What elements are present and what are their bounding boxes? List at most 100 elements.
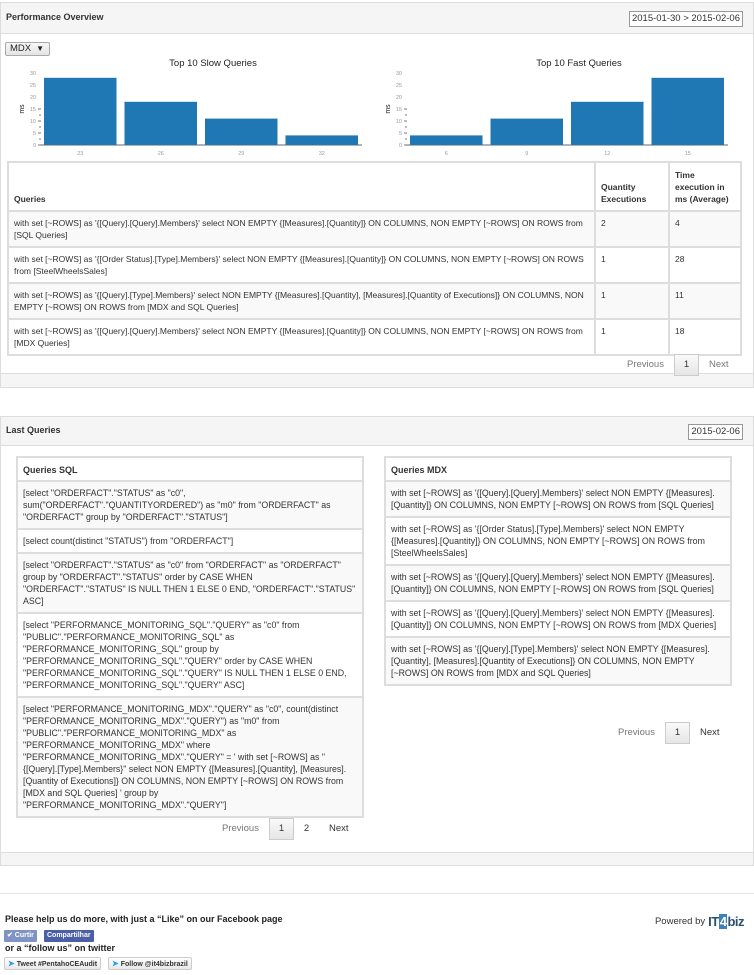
date-range-input[interactable]: 2015-01-30 > 2015-02-06 xyxy=(628,11,743,27)
time-cell: 18 xyxy=(668,318,742,356)
list-item: [select "PERFORMANCE_MONITORING_MDX"."QU… xyxy=(18,698,362,816)
time-cell: 28 xyxy=(668,246,742,284)
svg-text:0: 0 xyxy=(33,143,36,149)
svg-text:15: 15 xyxy=(685,151,691,157)
svg-text:32: 32 xyxy=(319,151,325,157)
date-input[interactable]: 2015-02-06 xyxy=(688,424,743,440)
slow-queries-chart: Top 10 Slow Queries 0 5 10 15 20 25 30 ms 23 26 29… xyxy=(18,58,368,158)
powered-by-text: Powered by xyxy=(654,916,706,927)
table-row: with set [~ROWS] as '{[Query].[Query].Me… xyxy=(7,210,742,248)
logo-four: 4 xyxy=(718,914,728,929)
twitter-help-text: or a “follow us” on twitter xyxy=(5,943,115,953)
quantity-cell: 1 xyxy=(594,246,670,284)
panel-title: Last Queries xyxy=(6,425,61,435)
select-value: MDX xyxy=(10,43,32,54)
page-1-button[interactable]: 1 xyxy=(664,722,690,744)
facebook-share-button[interactable]: Compartilhar xyxy=(44,930,94,942)
queries-sql-list: Queries SQL [select "ORDERFACT"."STATUS"… xyxy=(16,456,364,818)
list-item: with set [~ROWS] as '{[Order Status].[Ty… xyxy=(386,518,730,566)
svg-text:6: 6 xyxy=(445,151,448,157)
list-item: with set [~ROWS] as '{[Query].[Query].Me… xyxy=(386,566,730,602)
quantity-cell: 1 xyxy=(594,318,670,356)
chart-title: Top 10 Fast Queries xyxy=(536,58,622,69)
list-item: [select "PERFORMANCE_MONITORING_SQL"."QU… xyxy=(18,614,362,698)
previous-page-button[interactable]: Previous xyxy=(618,727,655,738)
next-page-button[interactable]: Next xyxy=(328,823,349,834)
quantity-cell: 2 xyxy=(594,210,670,248)
query-cell: with set [~ROWS] as '{[Query].[Query].Me… xyxy=(7,318,596,356)
column-header-quantity: Quantity Executions xyxy=(594,161,670,212)
svg-text:25: 25 xyxy=(396,83,402,89)
column-header-time: Time execution in ms (Average) xyxy=(668,161,742,212)
page-2-button[interactable]: 2 xyxy=(303,823,310,834)
queries-mdx-title: Queries MDX xyxy=(386,458,730,482)
previous-page-button[interactable]: Previous xyxy=(627,359,664,370)
query-cell: with set [~ROWS] as '{[Query].[Type].Mem… xyxy=(7,282,596,320)
svg-text:15: 15 xyxy=(30,107,36,113)
panel-footer-bar xyxy=(1,852,753,865)
time-cell: 11 xyxy=(668,282,742,320)
quantity-cell: 1 xyxy=(594,282,670,320)
svg-text:29: 29 xyxy=(238,151,244,157)
tweet-label: Tweet #PentahoCEAudit xyxy=(16,961,98,968)
svg-text:25: 25 xyxy=(30,83,36,89)
table-row: with set [~ROWS] as '{[Query].[Query].Me… xyxy=(7,318,742,356)
svg-text:23: 23 xyxy=(77,151,83,157)
query-cell: with set [~ROWS] as '{[Query].[Query].Me… xyxy=(7,210,596,248)
next-page-button[interactable]: Next xyxy=(708,359,729,370)
logo-biz: biz xyxy=(727,914,744,929)
list-item: with set [~ROWS] as '{[Query].[Query].Me… xyxy=(386,482,730,518)
caret-down-icon: ▼ xyxy=(36,44,44,53)
logo-it: IT xyxy=(708,914,719,929)
time-cell: 4 xyxy=(668,210,742,248)
last-queries-header: Last Queries 2015-02-06 xyxy=(1,417,753,446)
svg-text:20: 20 xyxy=(30,95,36,101)
facebook-help-text: Please help us do more, with just a “Lik… xyxy=(5,914,283,924)
it4biz-logo[interactable]: IT4biz xyxy=(708,914,744,929)
svg-text:10: 10 xyxy=(30,119,36,125)
table-row: with set [~ROWS] as '{[Query].[Type].Mem… xyxy=(7,282,742,320)
queries-mdx-list: Queries MDX with set [~ROWS] as '{[Query… xyxy=(384,456,732,686)
svg-text:10: 10 xyxy=(396,119,402,125)
facebook-like-button[interactable]: ✔ Curtir xyxy=(4,930,37,942)
svg-text:26: 26 xyxy=(158,151,164,157)
next-page-button[interactable]: Next xyxy=(699,727,720,738)
query-cell: with set [~ROWS] as '{[Order Status].[Ty… xyxy=(7,246,596,284)
svg-text:30: 30 xyxy=(30,71,36,77)
svg-text:12: 12 xyxy=(604,151,610,157)
panel-footer-bar xyxy=(1,373,753,387)
fast-queries-chart: Top 10 Fast Queries 0 5 10 15 20 25 30 ms 6 9 12 15 xyxy=(384,58,734,158)
svg-text:20: 20 xyxy=(396,95,402,101)
svg-text:ms: ms xyxy=(19,104,26,114)
follow-label: Follow @it4bizbrazil xyxy=(120,961,188,968)
list-item: [select count(distinct "STATUS") from "O… xyxy=(18,530,362,554)
slow-queries-bars: 0 5 10 15 20 25 30 ms 23 26 29 32 xyxy=(19,71,362,157)
svg-text:9: 9 xyxy=(525,151,528,157)
performance-pagination: Previous 1 Next xyxy=(617,354,739,376)
tweet-button[interactable]: ➤ Tweet #PentahoCEAudit xyxy=(4,957,102,970)
sql-pagination: Previous 1 2 Next xyxy=(212,818,359,840)
performance-overview-header: Performance Overview 2015-01-30 > 2015-0… xyxy=(1,3,753,34)
list-item: with set [~ROWS] as '{[Query].[Query].Me… xyxy=(386,602,730,638)
fast-queries-bars: 0 5 10 15 20 25 30 ms 6 9 12 15 xyxy=(385,71,728,157)
powered-by: Powered by IT4biz xyxy=(655,914,744,929)
list-item: [select "ORDERFACT"."STATUS" as "c0", su… xyxy=(18,482,362,530)
page-1-button[interactable]: 1 xyxy=(268,818,294,840)
svg-text:5: 5 xyxy=(399,131,402,137)
svg-text:5: 5 xyxy=(33,131,36,137)
performance-table: Queries Quantity Executions Time executi… xyxy=(7,161,742,356)
follow-button[interactable]: ➤ Follow @it4bizbrazil xyxy=(108,957,192,970)
footer-divider xyxy=(0,893,754,894)
svg-text:ms: ms xyxy=(385,104,392,114)
twitter-bird-icon: ➤ xyxy=(112,959,119,968)
chart-title: Top 10 Slow Queries xyxy=(169,58,257,69)
page-1-button[interactable]: 1 xyxy=(673,354,699,376)
column-header-queries: Queries xyxy=(7,161,596,212)
twitter-bird-icon: ➤ xyxy=(8,959,15,968)
svg-text:15: 15 xyxy=(396,107,402,113)
table-row: with set [~ROWS] as '{[Order Status].[Ty… xyxy=(7,246,742,284)
svg-text:0: 0 xyxy=(399,143,402,149)
list-item: [select "ORDERFACT"."STATUS" as "c0" fro… xyxy=(18,554,362,614)
query-type-select[interactable]: MDX ▼ xyxy=(5,42,50,56)
previous-page-button[interactable]: Previous xyxy=(222,823,259,834)
